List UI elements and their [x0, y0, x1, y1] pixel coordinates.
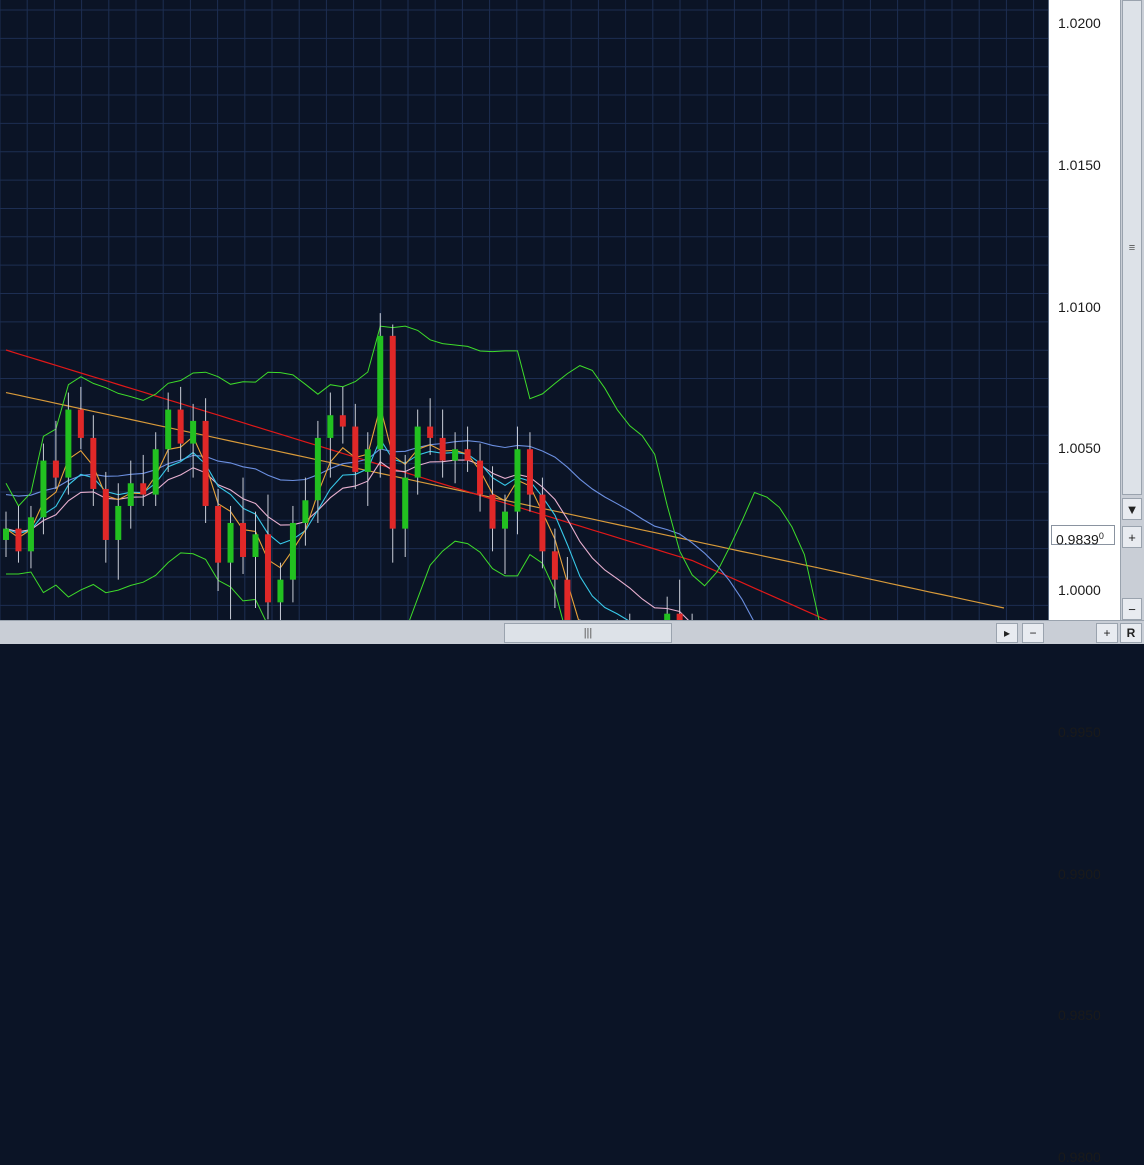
candle-body — [3, 528, 9, 540]
plus-icon: + — [1103, 626, 1111, 640]
candle-body — [227, 522, 234, 563]
candle-body — [314, 437, 321, 501]
candle-body — [165, 409, 172, 450]
ema-cyan-line — [5, 438, 629, 620]
candle-body — [252, 534, 259, 557]
candle-body — [539, 494, 546, 552]
vertical-scrollbar[interactable]: ≡ ▼ + − — [1120, 0, 1144, 620]
candle-body — [339, 415, 346, 427]
current-price-value: 0.9839 — [1056, 531, 1099, 548]
price-tick-label: 1.0150 — [1058, 156, 1101, 173]
candle-body — [427, 426, 434, 438]
price-tick-label: 1.0000 — [1058, 582, 1101, 598]
candle-body — [102, 488, 109, 540]
candle-body — [52, 460, 59, 478]
candle-body — [414, 426, 421, 478]
candle-body — [402, 477, 409, 529]
candle-body — [377, 335, 384, 450]
candle-body — [352, 426, 359, 472]
candle-body — [526, 449, 533, 495]
horizontal-scroll-thumb[interactable]: ||| — [504, 623, 672, 643]
minus-icon: − — [1029, 626, 1037, 640]
candlesticks — [3, 313, 693, 620]
scroll-right-button[interactable]: ▸ — [996, 623, 1018, 643]
candle-body — [90, 437, 97, 489]
candle-body — [477, 460, 484, 495]
candle-body — [564, 579, 571, 620]
candle-body — [389, 335, 396, 529]
zoom-out-vertical-button[interactable]: − — [1122, 598, 1142, 620]
price-tick-label: 1.0050 — [1058, 440, 1101, 457]
price-tick-label: 0.9800 — [1058, 1149, 1101, 1165]
reset-label: R — [1126, 626, 1136, 640]
candle-body — [240, 522, 247, 557]
price-chart[interactable] — [0, 0, 1048, 620]
candle-body — [140, 483, 147, 495]
price-tick-label: 1.0200 — [1058, 15, 1101, 31]
candle-body — [452, 449, 459, 461]
grip-icon: ≡ — [1128, 241, 1136, 254]
candle-body — [464, 449, 471, 461]
grid-lines — [0, 0, 1048, 620]
current-price-label: 0.98390 — [1051, 525, 1115, 548]
candle-body — [15, 528, 22, 552]
horizontal-scrollbar[interactable]: ||| ▸ − + R — [0, 620, 1144, 644]
ema-pink-line — [5, 459, 689, 620]
chevron-right-icon: ▸ — [1003, 626, 1011, 640]
candle-body — [177, 409, 184, 444]
candle-body — [190, 420, 197, 444]
candle-body — [502, 511, 508, 529]
candle-body — [664, 613, 671, 620]
chart-plot-area[interactable] — [0, 0, 1048, 620]
zoom-in-vertical-button[interactable]: + — [1122, 526, 1142, 548]
candle-body — [514, 449, 521, 512]
ema-blue-line — [5, 440, 754, 620]
reset-button[interactable]: R — [1120, 623, 1142, 643]
candle-body — [302, 500, 309, 523]
candle-body — [215, 505, 222, 563]
grip-icon: ||| — [583, 627, 593, 639]
plus-icon: + — [1128, 529, 1136, 545]
candle-body — [277, 579, 284, 603]
candle-body — [77, 409, 84, 438]
candle-body — [27, 517, 34, 552]
vertical-scroll-thumb[interactable]: ≡ — [1122, 0, 1142, 495]
candle-body — [115, 505, 122, 540]
price-tick-label: 0.9950 — [1058, 723, 1101, 740]
price-tick-label: 1.0100 — [1058, 298, 1101, 315]
zoom-in-horizontal-button[interactable]: + — [1096, 623, 1118, 643]
price-axis[interactable]: 1.0200 1.0150 1.0100 1.0050 1.0000 0.9950 0.99… — [1048, 0, 1120, 1165]
candle-body — [551, 551, 558, 580]
candle-body — [202, 420, 209, 506]
chevron-down-icon: ▼ — [1125, 501, 1139, 517]
candle-body — [364, 449, 371, 472]
candle-body — [327, 415, 334, 438]
candle-body — [439, 437, 446, 461]
bollinger-lower-line — [6, 540, 564, 620]
scroll-down-button[interactable]: ▼ — [1122, 498, 1142, 520]
candle-body — [289, 522, 296, 580]
candle-body — [264, 534, 271, 603]
candle-body — [152, 449, 159, 495]
candle-body — [127, 483, 134, 506]
current-price-pip: 0 — [1098, 531, 1104, 541]
minus-icon: − — [1128, 601, 1136, 617]
zoom-out-horizontal-button[interactable]: − — [1022, 623, 1044, 643]
candle-body — [65, 409, 72, 478]
candle-body — [676, 613, 683, 620]
bollinger-upper-line — [5, 325, 820, 620]
price-tick-label: 0.9850 — [1058, 1007, 1101, 1024]
candle-body — [489, 494, 496, 529]
candle-body — [40, 460, 47, 518]
price-tick-label: 0.9900 — [1058, 865, 1101, 882]
